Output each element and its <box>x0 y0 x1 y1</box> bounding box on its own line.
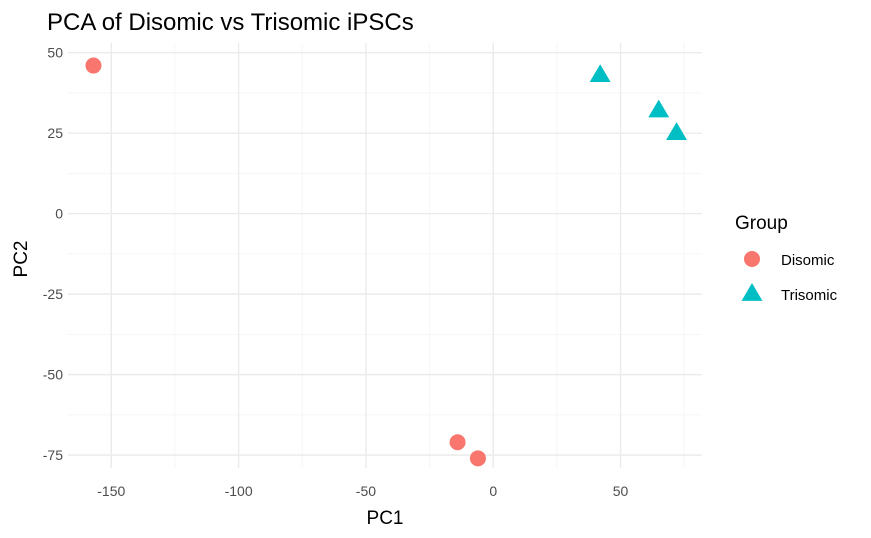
legend-key-disomic <box>744 251 760 267</box>
legend-items: Disomic Trisomic <box>741 251 838 304</box>
x-axis-ticks: -150 -100 -50 0 50 <box>97 483 628 499</box>
x-tick-label: -50 <box>356 483 376 499</box>
chart-title: PCA of Disomic vs Trisomic iPSCs <box>47 9 414 36</box>
x-tick-label: 0 <box>489 483 497 499</box>
y-tick-label: 25 <box>47 125 63 141</box>
x-tick-label: -100 <box>225 483 253 499</box>
x-tick-label: -150 <box>97 483 125 499</box>
y-tick-label: 50 <box>47 45 63 61</box>
trisomic-point <box>589 64 611 83</box>
x-axis-title: PC1 <box>367 508 404 529</box>
legend-key-trisomic <box>741 283 763 301</box>
grid-lines <box>68 43 702 468</box>
legend-label: Trisomic <box>781 287 838 304</box>
y-tick-label: -50 <box>43 367 63 383</box>
y-axis-ticks: -75 -50 -25 0 25 50 <box>43 45 63 463</box>
trisomic-point <box>666 122 687 140</box>
y-tick-label: -75 <box>43 447 63 463</box>
legend-label: Disomic <box>781 252 835 269</box>
y-tick-label: -25 <box>43 286 63 302</box>
data-points <box>85 57 687 467</box>
y-tick-label: 0 <box>55 206 63 222</box>
disomic-point <box>469 450 486 467</box>
legend-title: Group <box>735 213 788 234</box>
x-tick-label: 50 <box>613 483 629 499</box>
legend: Group Disomic Trisomic <box>735 213 838 304</box>
disomic-point <box>85 57 102 74</box>
disomic-point <box>449 434 466 451</box>
y-axis-title: PC2 <box>11 241 32 278</box>
trisomic-point <box>648 99 670 118</box>
